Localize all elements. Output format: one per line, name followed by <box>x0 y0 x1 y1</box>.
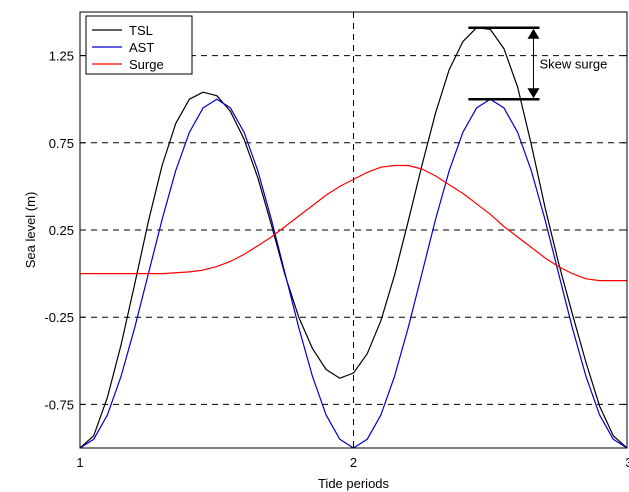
y-axis-title: Sea level (m) <box>23 192 38 269</box>
legend-label-tsl: TSL <box>129 23 153 38</box>
skew-surge-arrowhead-up <box>527 28 540 39</box>
skew-surge-label: Skew surge <box>539 56 607 71</box>
legend-label-ast: AST <box>129 40 154 55</box>
y-tick-label: -0.25 <box>44 310 74 325</box>
x-tick-label: 3 <box>625 455 629 470</box>
series-line-tsl <box>79 27 628 449</box>
y-tick-label: 0.25 <box>49 223 74 238</box>
series-line-surge <box>80 164 627 282</box>
legend-label-surge: Surge <box>129 57 164 72</box>
y-tick-label: 1.25 <box>49 49 74 64</box>
skew-surge-annotation: Skew surge <box>468 26 607 101</box>
axis-ticks: -0.75 -0.25 0.25 0.75 1.25 1 2 3 <box>44 12 629 470</box>
y-tick-label: 0.75 <box>49 136 74 151</box>
x-tick-label: 2 <box>350 455 357 470</box>
x-axis-title: Tide periods <box>318 476 390 491</box>
legend: TSL AST Surge <box>85 15 193 75</box>
skew-surge-arrowhead-down <box>527 88 540 99</box>
y-tick-label: -0.75 <box>44 397 74 412</box>
x-tick-label: 1 <box>76 455 83 470</box>
